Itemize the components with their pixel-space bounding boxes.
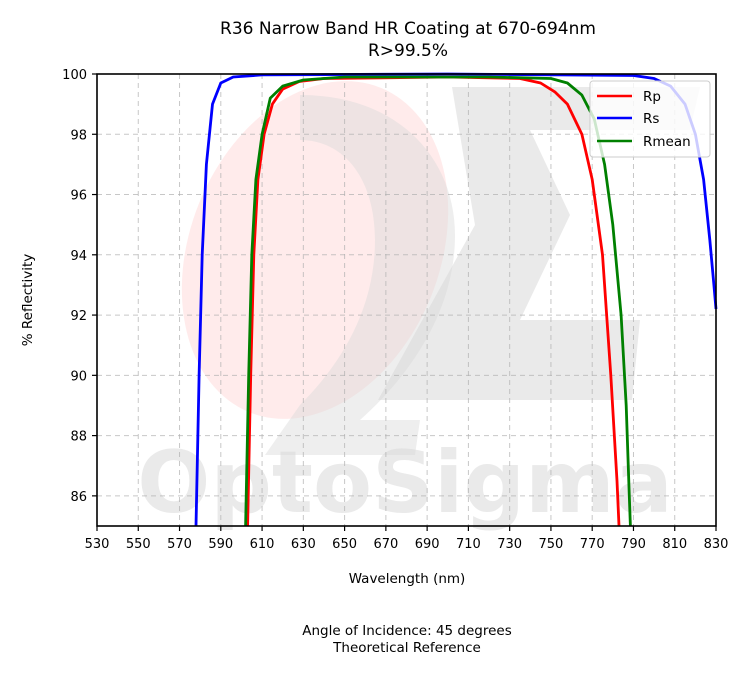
chart-title: R36 Narrow Band HR Coating at 670-694nm bbox=[220, 19, 596, 39]
y-axis-label: % Reflectivity bbox=[20, 254, 36, 347]
y-ticks: 86 88 90 92 94 96 98 100 bbox=[62, 68, 97, 505]
chart-subtitle: R>99.5% bbox=[368, 41, 448, 61]
legend-label-rmean: Rmean bbox=[643, 134, 691, 150]
watermark-omega-icon bbox=[265, 95, 455, 455]
y-tick-label: 96 bbox=[70, 189, 87, 204]
y-tick-label: 92 bbox=[70, 309, 87, 324]
x-tick-label: 650 bbox=[332, 537, 357, 552]
y-tick-label: 98 bbox=[70, 128, 87, 143]
series-line-rmean bbox=[244, 75, 632, 527]
footer-line-1: Angle of Incidence: 45 degrees bbox=[302, 623, 512, 639]
x-tick-label: 610 bbox=[250, 537, 275, 552]
legend-label-rp: Rp bbox=[643, 89, 661, 105]
plot-frame bbox=[96, 73, 717, 527]
x-ticks: 530 550 570 590 610 630 650 670 690 710 730 750 770 7… bbox=[85, 526, 729, 552]
legend: Rp Rs Rmean bbox=[589, 80, 711, 158]
y-tick-label: 86 bbox=[70, 490, 87, 505]
watermark-text: OptoSigma bbox=[137, 433, 672, 533]
x-tick-label: 730 bbox=[497, 537, 522, 552]
footer-line-2: Theoretical Reference bbox=[332, 640, 481, 656]
y-tick-label: 88 bbox=[70, 430, 87, 445]
y-tick-label: 100 bbox=[62, 68, 87, 83]
y-tick-label: 90 bbox=[70, 369, 87, 384]
x-tick-label: 630 bbox=[291, 537, 316, 552]
watermark-sigma-icon bbox=[378, 87, 700, 400]
x-tick-label: 670 bbox=[373, 537, 398, 552]
x-tick-label: 790 bbox=[621, 537, 646, 552]
x-tick-label: 550 bbox=[126, 537, 151, 552]
x-tick-label: 530 bbox=[85, 537, 110, 552]
x-tick-label: 590 bbox=[208, 537, 233, 552]
x-tick-label: 830 bbox=[704, 537, 729, 552]
x-tick-label: 770 bbox=[580, 537, 605, 552]
y-tick-label: 94 bbox=[70, 249, 87, 264]
x-tick-label: 570 bbox=[167, 537, 192, 552]
x-tick-label: 690 bbox=[415, 537, 440, 552]
x-tick-label: 750 bbox=[539, 537, 564, 552]
x-tick-label: 810 bbox=[662, 537, 687, 552]
legend-box bbox=[589, 80, 711, 158]
x-axis-label: Wavelength (nm) bbox=[349, 571, 466, 587]
legend-label-rs: Rs bbox=[643, 111, 659, 127]
x-tick-label: 710 bbox=[456, 537, 481, 552]
